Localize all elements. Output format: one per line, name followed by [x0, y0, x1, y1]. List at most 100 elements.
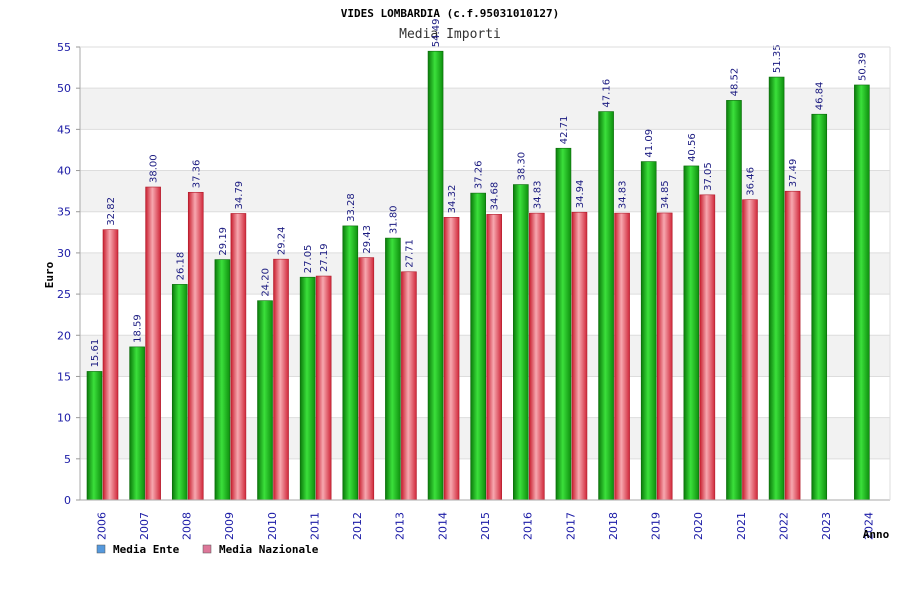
bar-media-ente [342, 225, 359, 501]
legend-label-media-ente: Media Ente [113, 543, 180, 556]
y-tick-label: 10 [57, 412, 71, 425]
bar-media-nazionale [443, 217, 460, 501]
x-tick-label: 2019 [650, 512, 663, 540]
chart-subtitle: Media Importi [399, 27, 501, 42]
data-label: 33.28 [346, 193, 357, 222]
data-label: 54.49 [431, 19, 442, 48]
data-label: 27.19 [319, 243, 330, 272]
x-tick-label: 2022 [777, 512, 790, 540]
data-label: 29.43 [362, 225, 373, 254]
bar-media-nazionale [571, 211, 588, 501]
y-axis-label: Euro [43, 261, 56, 288]
bar-media-nazionale [102, 229, 119, 501]
data-label: 31.80 [388, 205, 399, 234]
data-label: 27.05 [303, 245, 314, 274]
bar-media-nazionale [401, 271, 417, 501]
bar-media-nazionale [699, 194, 716, 501]
data-label: 50.39 [857, 52, 868, 81]
x-tick-label: 2011 [308, 512, 321, 540]
data-label: 37.05 [703, 162, 714, 191]
data-label: 26.18 [175, 252, 186, 281]
bar-media-ente [598, 111, 614, 501]
bar-media-ente [427, 50, 444, 501]
y-tick-label: 20 [57, 329, 71, 342]
bar-media-nazionale [784, 190, 801, 501]
bar-media-ente [129, 346, 145, 501]
bar-media-ente [470, 192, 486, 501]
bar-media-ente [385, 237, 401, 501]
data-label: 34.68 [490, 182, 501, 211]
bar-media-nazionale [358, 257, 375, 501]
data-label: 34.79 [234, 181, 245, 210]
y-tick-label: 55 [57, 41, 71, 54]
data-label: 42.71 [559, 116, 570, 145]
data-label: 40.56 [687, 133, 698, 162]
data-label: 27.71 [404, 239, 415, 268]
x-axis-label: Anno [863, 528, 890, 541]
axes-group [79, 46, 891, 501]
data-label: 41.09 [644, 129, 655, 158]
x-tick-label: 2013 [394, 512, 407, 540]
legend: Media Ente Media Nazionale [96, 543, 319, 556]
data-label: 38.00 [149, 154, 160, 183]
bar-media-ente [513, 184, 529, 501]
data-label: 51.35 [772, 44, 783, 73]
bar-media-nazionale [656, 212, 673, 501]
y-tick-label: 5 [64, 453, 71, 466]
y-tick-label: 0 [64, 494, 71, 507]
y-tick-label: 40 [57, 165, 71, 178]
x-tick-label: 2021 [735, 512, 748, 540]
data-label: 36.46 [745, 167, 756, 196]
legend-label-media-nazionale: Media Nazionale [219, 543, 319, 556]
x-tick-label: 2024 [863, 512, 876, 540]
bar-media-nazionale [315, 275, 332, 501]
y-tick-label: 35 [57, 206, 71, 219]
bar-media-ente [768, 76, 785, 501]
legend-swatch-media-nazionale [202, 544, 212, 554]
bar-media-nazionale [529, 212, 545, 501]
bar-media-ente [299, 276, 316, 501]
x-tick-label: 2016 [522, 512, 535, 540]
data-label: 37.26 [474, 160, 485, 189]
data-label: 15.61 [90, 339, 101, 368]
data-label: 34.85 [660, 180, 671, 209]
data-label: 34.32 [447, 185, 458, 214]
data-label: 38.30 [516, 152, 527, 181]
bar-media-ente [214, 259, 231, 501]
data-label: 47.16 [602, 79, 613, 108]
bar-media-nazionale [145, 186, 161, 501]
x-tick-label: 2014 [436, 512, 449, 540]
data-label: 34.83 [532, 180, 543, 209]
y-ticks-group: 0 5 10 15 20 25 30 35 40 45 50 55 [57, 41, 80, 507]
y-tick-label: 15 [57, 370, 71, 383]
x-tick-label: 2009 [223, 512, 236, 540]
data-label: 24.20 [261, 268, 272, 297]
data-labels-group: 15.61 18.59 26.18 29.19 24.20 27.05 33.28 31.80… [90, 19, 868, 368]
x-tick-label: 2020 [692, 512, 705, 540]
x-tick-label: 2018 [607, 512, 620, 540]
x-tick-label: 2007 [138, 512, 151, 540]
plot-band [80, 129, 890, 171]
chart-title: VIDES LOMBARDIA (c.f.95031010127) [341, 7, 560, 20]
y-tick-label: 45 [57, 123, 71, 136]
data-label: 29.19 [218, 227, 229, 256]
y-tick-label: 25 [57, 288, 71, 301]
data-label: 46.84 [815, 82, 826, 111]
bar-media-nazionale [486, 214, 502, 501]
bar-media-ente [86, 371, 103, 501]
data-label: 34.83 [618, 180, 629, 209]
bar-media-nazionale [742, 199, 758, 501]
x-tick-label: 2008 [181, 512, 194, 540]
bar-media-nazionale [187, 191, 204, 501]
x-tick-label: 2017 [564, 512, 577, 540]
data-label: 29.24 [277, 227, 288, 256]
x-tick-label: 2006 [95, 512, 108, 540]
bar-media-ente [683, 165, 700, 501]
legend-swatch-media-ente [96, 544, 106, 554]
x-tick-label: 2023 [820, 512, 833, 540]
plot-band [80, 47, 890, 89]
data-label: 34.94 [575, 180, 586, 209]
bar-media-ente [640, 161, 657, 501]
data-label: 32.82 [106, 197, 117, 226]
